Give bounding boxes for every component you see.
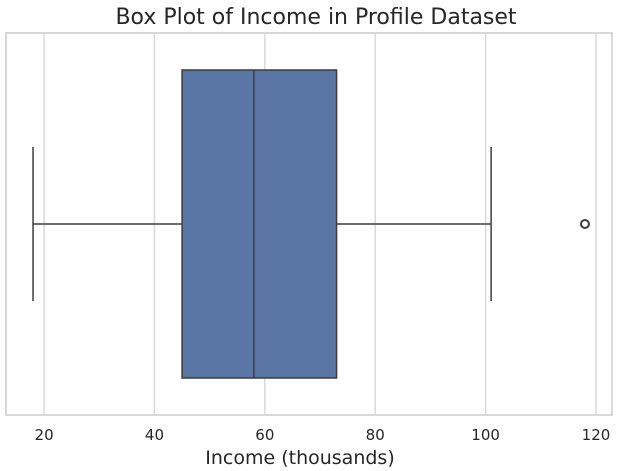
x-tick-label-100: 100 xyxy=(471,426,500,444)
iqr-box xyxy=(181,69,338,379)
box-plot xyxy=(32,69,590,379)
x-tick-label-60: 60 xyxy=(255,426,274,444)
x-axis-ticks: 20 40 60 80 100 120 xyxy=(35,426,611,444)
x-tick-label-40: 40 xyxy=(145,426,164,444)
x-tick-label-20: 20 xyxy=(35,426,54,444)
x-tick-label-120: 120 xyxy=(582,426,611,444)
x-axis-label: Income (thousands) xyxy=(205,447,394,469)
x-tick-label-80: 80 xyxy=(366,426,385,444)
outlier-point-0 xyxy=(579,219,590,229)
chart-title: Box Plot of Income in Profile Dataset xyxy=(115,5,516,30)
